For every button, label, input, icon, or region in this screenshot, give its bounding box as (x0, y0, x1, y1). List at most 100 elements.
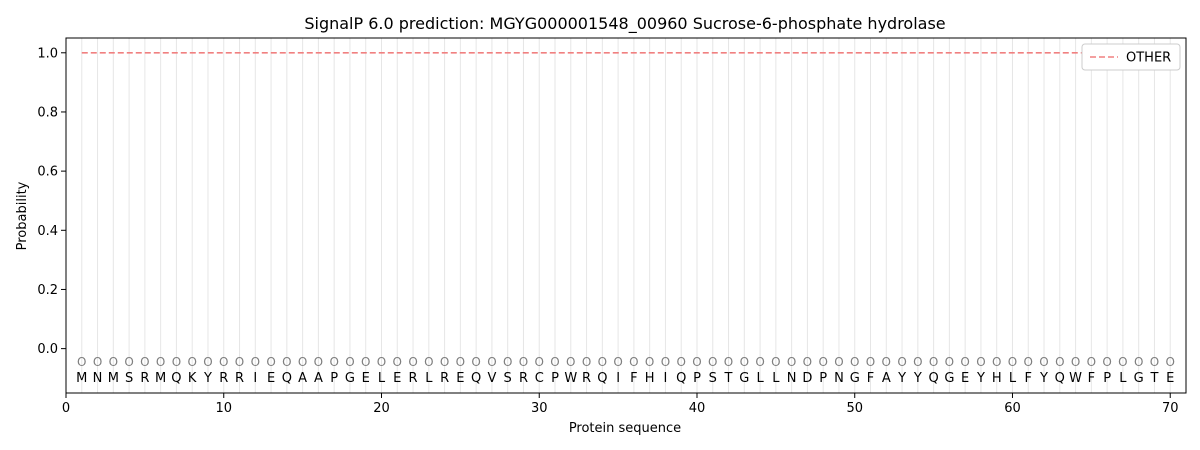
residue-label: H (992, 371, 1002, 386)
residue-label: W (564, 371, 577, 386)
residue-marker: O (408, 355, 417, 369)
residue-marker: O (235, 355, 244, 369)
residue-marker: O (692, 355, 701, 369)
x-tick-label: 10 (215, 401, 232, 416)
residue-marker: O (1024, 355, 1033, 369)
residue-label: N (834, 371, 844, 386)
residue-marker: O (1008, 355, 1017, 369)
residue-marker: O (298, 355, 307, 369)
residue-marker: O (771, 355, 780, 369)
residue-label: M (155, 371, 166, 386)
residue-label: Y (1039, 371, 1048, 386)
residue-label: V (487, 371, 496, 386)
residue-marker: O (487, 355, 496, 369)
y-axis-label: Probability (15, 181, 30, 250)
residue-label: P (330, 371, 338, 386)
residue-label: I (253, 371, 257, 386)
residue-marker: O (535, 355, 544, 369)
residue-label: Y (976, 371, 985, 386)
residue-marker: O (992, 355, 1001, 369)
chart-title: SignalP 6.0 prediction: MGYG000001548_00… (304, 14, 945, 34)
residue-marker: O (393, 355, 402, 369)
residue-marker: O (471, 355, 480, 369)
residue-marker: O (109, 355, 118, 369)
residue-marker: O (913, 355, 922, 369)
residue-marker: O (676, 355, 685, 369)
residue-marker: O (314, 355, 323, 369)
residue-marker: O (1055, 355, 1064, 369)
residue-label: L (772, 371, 780, 386)
residue-marker: O (424, 355, 433, 369)
residue-label: L (378, 371, 386, 386)
residue-label: P (1103, 371, 1111, 386)
residue-marker: O (897, 355, 906, 369)
y-tick-label: 0.4 (37, 224, 58, 239)
residue-label: Q (471, 371, 481, 386)
residue-label: R (440, 371, 449, 386)
residue-marker: O (93, 355, 102, 369)
residue-marker: O (945, 355, 954, 369)
residue-label: G (739, 371, 749, 386)
residue-label: G (850, 371, 860, 386)
residue-marker: O (1039, 355, 1048, 369)
residue-label: G (345, 371, 355, 386)
residue-label: A (314, 371, 323, 386)
residue-marker: O (866, 355, 875, 369)
residue-marker: O (803, 355, 812, 369)
residue-marker: O (456, 355, 465, 369)
residue-label: R (519, 371, 528, 386)
residue-label: P (819, 371, 827, 386)
residue-label: E (1166, 371, 1174, 386)
residue-marker: O (661, 355, 670, 369)
residue-marker: O (361, 355, 370, 369)
residue-marker: O (787, 355, 796, 369)
residue-label: E (456, 371, 464, 386)
residue-marker: O (1165, 355, 1174, 369)
vertical-grid (81, 38, 1171, 393)
residue-label: E (961, 371, 969, 386)
residue-marker: O (203, 355, 212, 369)
residue-marker: O (929, 355, 938, 369)
residue-marker: O (1071, 355, 1080, 369)
residue-marker: O (755, 355, 764, 369)
x-tick-label: 70 (1162, 401, 1179, 416)
x-tick-label: 30 (531, 401, 548, 416)
residue-marker: O (77, 355, 86, 369)
residue-marker: O (708, 355, 717, 369)
residue-marker: O (503, 355, 512, 369)
residue-label: Y (897, 371, 906, 386)
residue-label: F (630, 371, 637, 386)
residue-label: R (219, 371, 228, 386)
residue-label: Q (1055, 371, 1065, 386)
residue-label: E (267, 371, 275, 386)
residue-label: Q (676, 371, 686, 386)
y-tick-label: 0.8 (37, 105, 58, 120)
residue-label: Q (282, 371, 292, 386)
residue-label: G (944, 371, 954, 386)
residue-marker: O (582, 355, 591, 369)
residue-label: T (1149, 371, 1158, 386)
residue-marker: O (519, 355, 528, 369)
residue-label: L (1009, 371, 1017, 386)
residue-label: M (108, 371, 119, 386)
residue-label: N (93, 371, 103, 386)
residue-label: P (551, 371, 559, 386)
residue-marker: O (345, 355, 354, 369)
residue-label: W (1069, 371, 1082, 386)
residue-label: F (867, 371, 874, 386)
residue-label: A (882, 371, 891, 386)
residue-label: S (125, 371, 133, 386)
residue-label: S (504, 371, 512, 386)
residue-label: R (409, 371, 418, 386)
residue-marker: O (724, 355, 733, 369)
x-tick-label: 60 (1004, 401, 1021, 416)
y-tick-label: 0.0 (37, 342, 58, 357)
residue-label: D (802, 371, 812, 386)
residue-label: R (140, 371, 149, 386)
residue-label: I (664, 371, 668, 386)
residue-label: L (425, 371, 433, 386)
residue-marker: O (740, 355, 749, 369)
